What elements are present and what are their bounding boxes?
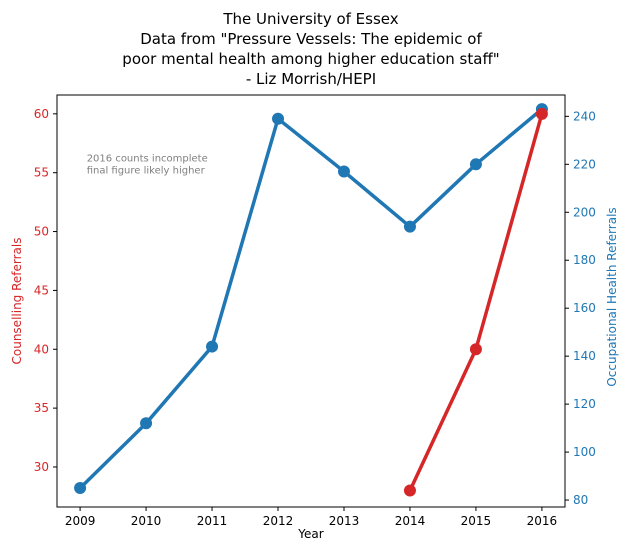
title-line-4: - Liz Morrish/HEPI (246, 70, 376, 88)
x-axis-label: Year (297, 527, 323, 541)
occupational-health-data-point (272, 112, 285, 125)
right-tick-label: 220 (573, 157, 596, 171)
x-tick-label: 2009 (65, 514, 96, 528)
counselling-data-point (403, 484, 416, 497)
x-tick-label: 2013 (329, 514, 360, 528)
left-tick-label: 60 (34, 107, 49, 121)
counselling-data-point (535, 107, 548, 120)
x-tick-label: 2011 (197, 514, 228, 528)
left-axis-label: Counselling Referrals (10, 238, 24, 365)
annotation-line-1: 2016 counts incomplete (87, 153, 208, 164)
title-line-3: poor mental health among higher educatio… (122, 50, 499, 68)
occupational-health-data-point (469, 158, 482, 171)
right-tick-label: 140 (573, 349, 596, 363)
chart-title: The University of Essex Data from "Press… (122, 10, 499, 88)
plot-area (74, 103, 548, 497)
right-tick-label: 180 (573, 253, 596, 267)
x-tick-label: 2014 (395, 514, 426, 528)
occupational-health-series-line (78, 107, 544, 490)
right-tick-label: 200 (573, 205, 596, 219)
x-tick-label: 2015 (461, 514, 492, 528)
left-tick-label: 35 (34, 401, 49, 415)
right-axis-label: Occupational Health Referrals (605, 207, 619, 386)
occupational-health-data-point (403, 220, 416, 233)
left-tick-label: 45 (34, 283, 49, 297)
right-tick-label: 160 (573, 301, 596, 315)
x-tick-label: 2016 (527, 514, 558, 528)
right-tick-label: 80 (573, 493, 588, 507)
occupational-health-data-point (74, 482, 87, 495)
left-tick-label: 40 (34, 342, 49, 356)
title-line-2: Data from "Pressure Vessels: The epidemi… (140, 30, 482, 48)
left-tick-label: 30 (34, 460, 49, 474)
right-tick-label: 100 (573, 445, 596, 459)
x-tick-label: 2012 (263, 514, 294, 528)
counselling-data-point (469, 343, 482, 356)
right-tick-label: 120 (573, 397, 596, 411)
occupational-health-data-point (337, 165, 350, 178)
occupational-health-data-point (140, 417, 153, 430)
title-line-1: The University of Essex (222, 10, 398, 28)
annotation: 2016 counts incomplete final figure like… (87, 153, 208, 176)
left-tick-label: 50 (34, 225, 49, 239)
left-tick-label: 55 (34, 166, 49, 180)
right-tick-label: 240 (573, 109, 596, 123)
x-tick-label: 2010 (131, 514, 162, 528)
axes-frame (56, 94, 566, 508)
occupational-health-data-point (206, 340, 219, 353)
annotation-line-2: final figure likely higher (87, 165, 206, 176)
